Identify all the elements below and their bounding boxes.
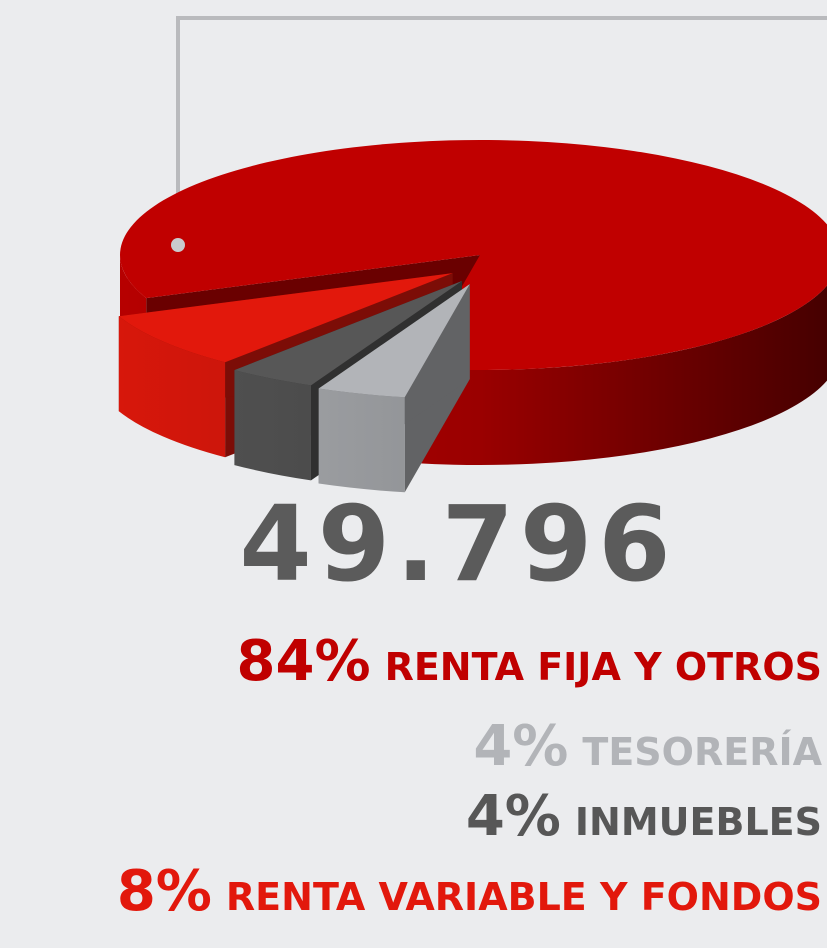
slice-top bbox=[118, 273, 453, 363]
slice-top bbox=[120, 140, 827, 370]
slice-top bbox=[234, 280, 462, 386]
slice-wall bbox=[415, 285, 827, 465]
legend-value: 8% bbox=[117, 859, 212, 924]
legend-value: 4% bbox=[473, 714, 568, 779]
slice-top bbox=[318, 284, 470, 398]
legend-value: 84% bbox=[237, 629, 371, 694]
slice-wall bbox=[318, 388, 405, 493]
pie-slice bbox=[318, 284, 470, 493]
legend-entry: 84% RENTA FIJA Y OTROS bbox=[237, 629, 822, 694]
legend-label: RENTA VARIABLE Y FONDOS bbox=[226, 875, 822, 919]
connector-dot bbox=[171, 238, 185, 252]
legend-label: INMUEBLES bbox=[575, 800, 822, 844]
pie bbox=[118, 140, 827, 493]
legend-value: 4% bbox=[466, 784, 561, 849]
slice-wall bbox=[234, 370, 311, 481]
slice-wall bbox=[118, 316, 226, 458]
total-label: 49.796 bbox=[239, 483, 676, 605]
legend-entry: 8% RENTA VARIABLE Y FONDOS bbox=[117, 859, 822, 924]
legend-label: RENTA FIJA Y OTROS bbox=[385, 645, 822, 689]
legend-entry: 4% TESORERÍA bbox=[473, 714, 822, 779]
connector-line bbox=[176, 16, 827, 245]
legend-entry: 4% INMUEBLES bbox=[466, 784, 822, 849]
legend-label: TESORERÍA bbox=[582, 730, 822, 774]
